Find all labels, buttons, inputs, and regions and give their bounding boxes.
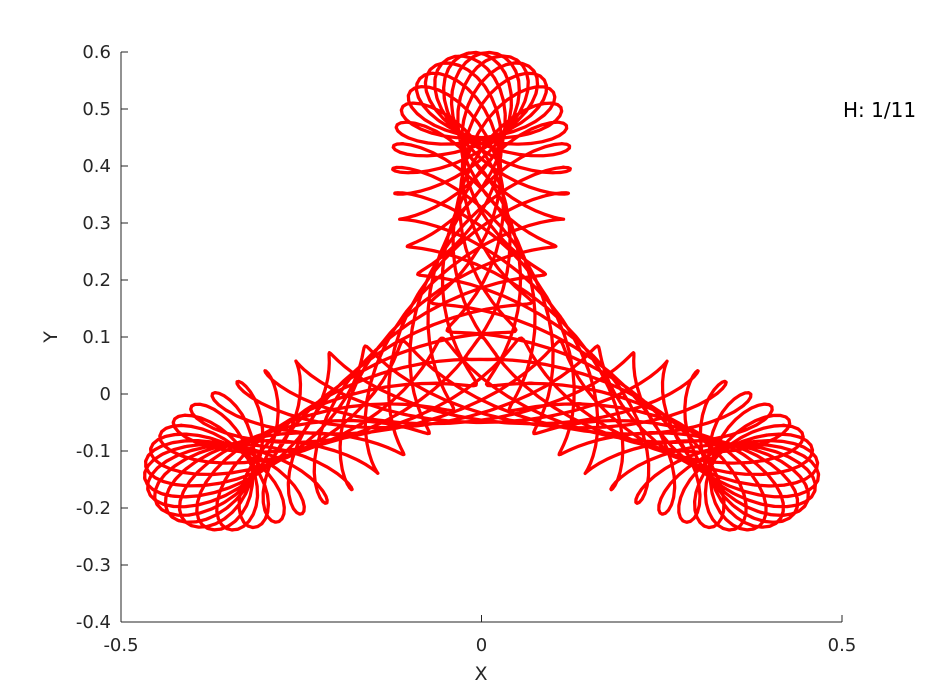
y-axis-ticks: -0.4 -0.3 -0.2 -0.1 0 0.1 0.2 0.3 0.4 0.5 0.6 [76, 42, 128, 633]
y-tick-label: -0.4 [76, 612, 111, 633]
plot-area [143, 50, 821, 532]
y-tick-label: 0 [100, 384, 111, 405]
x-tick-label: 0 [476, 635, 487, 656]
trajectory-series [143, 50, 821, 532]
y-tick-label: 0.5 [82, 99, 111, 120]
y-tick-label: -0.1 [76, 441, 111, 462]
x-tick-label: -0.5 [103, 635, 138, 656]
y-tick-label: 0.3 [82, 213, 111, 234]
h-annotation: H: 1/11 [843, 98, 916, 122]
y-tick-label: 0.2 [82, 270, 111, 291]
y-tick-label: 0.4 [82, 156, 111, 177]
x-tick-label: 0.5 [828, 635, 857, 656]
y-axis-label: Y [40, 331, 62, 344]
y-tick-label: -0.2 [76, 498, 111, 519]
x-axis: -0.5 0 0.5 [103, 615, 856, 656]
x-axis-ticks: -0.5 0 0.5 [103, 615, 856, 656]
trajectory-line [143, 50, 821, 532]
y-tick-label: 0.6 [82, 42, 111, 63]
y-axis: -0.4 -0.3 -0.2 -0.1 0 0.1 0.2 0.3 0.4 0.5 0.6 [76, 42, 128, 633]
x-axis-label: X [474, 663, 487, 685]
y-tick-label: -0.3 [76, 555, 111, 576]
y-tick-label: 0.1 [82, 327, 111, 348]
